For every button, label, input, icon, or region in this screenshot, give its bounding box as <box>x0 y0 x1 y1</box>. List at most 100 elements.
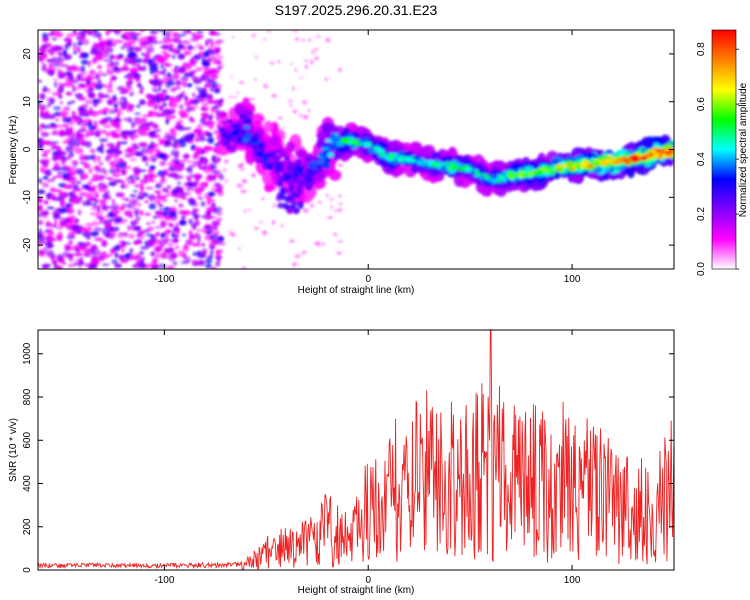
noise-speckle <box>66 207 75 215</box>
x-tick-label: -100 <box>154 575 174 586</box>
ridge-blob <box>624 158 630 165</box>
noise-speckle <box>179 159 188 163</box>
noise-speckle <box>207 191 216 197</box>
noise-speckle <box>89 185 98 190</box>
ridge-blob <box>610 159 616 164</box>
noise-speckle <box>43 263 49 269</box>
noise-speckle <box>158 85 162 91</box>
noise-speckle <box>178 220 187 226</box>
noise-speckle <box>55 175 64 179</box>
noise-speckle <box>70 194 78 200</box>
noise-speckle <box>217 157 221 162</box>
noise-speckle <box>68 198 74 203</box>
noise-speckle <box>68 150 75 158</box>
noise-speckle <box>46 220 51 226</box>
noise-speckle <box>171 190 180 193</box>
noise-speckle <box>253 78 258 81</box>
noise-speckle <box>158 41 163 44</box>
noise-speckle <box>140 264 144 268</box>
noise-speckle <box>46 206 55 210</box>
ridge-blob <box>232 131 240 135</box>
noise-speckle <box>53 93 62 96</box>
noise-speckle <box>217 189 224 197</box>
ridge-blob <box>244 133 252 139</box>
noise-speckle <box>185 239 194 246</box>
noise-speckle <box>289 103 293 108</box>
noise-speckle <box>77 241 84 246</box>
noise-speckle <box>74 147 84 155</box>
noise-speckle <box>272 203 277 209</box>
noise-speckle <box>183 192 192 196</box>
noise-speckle <box>307 37 312 43</box>
noise-speckle <box>173 165 183 172</box>
noise-speckle <box>215 250 222 256</box>
noise-speckle <box>210 86 214 92</box>
noise-speckle <box>126 225 131 231</box>
ridge-blob <box>288 198 295 204</box>
noise-speckle <box>101 240 108 247</box>
noise-speckle <box>160 98 167 103</box>
noise-speckle <box>129 194 137 198</box>
noise-speckle <box>137 129 147 134</box>
noise-speckle <box>220 62 225 68</box>
noise-speckle <box>103 124 112 129</box>
ridge-blob <box>334 136 343 144</box>
noise-speckle <box>299 39 306 42</box>
noise-speckle <box>287 99 294 103</box>
noise-speckle <box>200 201 206 207</box>
noise-speckle <box>125 87 134 91</box>
noise-speckle <box>178 104 184 110</box>
noise-speckle <box>72 145 76 151</box>
y-tick-label: -10 <box>22 190 33 205</box>
noise-speckle <box>327 216 334 219</box>
noise-speckle <box>156 211 164 214</box>
noise-speckle <box>92 30 99 33</box>
noise-speckle <box>167 135 177 141</box>
colorbar-label: Normalized spectral amplitude <box>738 82 749 217</box>
noise-speckle <box>168 108 176 114</box>
ridge-blob <box>218 126 226 131</box>
noise-speckle <box>238 81 245 84</box>
noise-speckle <box>218 102 224 107</box>
noise-speckle <box>85 74 94 81</box>
noise-speckle <box>299 113 303 118</box>
ridge-blob <box>317 160 323 165</box>
noise-speckle <box>184 95 188 101</box>
chart-title: S197.2025.296.20.31.E23 <box>275 2 438 18</box>
noise-speckle <box>338 202 343 206</box>
noise-speckle <box>130 220 139 226</box>
noise-speckle <box>217 242 226 246</box>
noise-speckle <box>163 37 167 42</box>
noise-speckle <box>106 148 116 154</box>
ridge-blob <box>570 162 576 167</box>
noise-speckle <box>196 228 202 232</box>
noise-speckle <box>155 253 160 259</box>
noise-speckle <box>39 123 45 127</box>
noise-speckle <box>97 36 103 41</box>
ridge-blob <box>297 175 304 182</box>
noise-speckle <box>77 41 83 46</box>
noise-speckle <box>88 264 98 269</box>
noise-speckle <box>172 115 176 119</box>
noise-speckle <box>42 163 49 168</box>
noise-speckle <box>101 263 110 267</box>
noise-speckle <box>310 60 314 65</box>
noise-speckle <box>181 233 187 237</box>
noise-speckle <box>189 106 194 110</box>
noise-speckle <box>40 94 45 101</box>
noise-speckle <box>82 231 92 238</box>
noise-speckle-layer <box>38 30 344 269</box>
noise-speckle <box>38 205 43 211</box>
noise-speckle <box>152 215 158 219</box>
ridge-blob <box>253 150 259 154</box>
noise-speckle <box>67 169 72 174</box>
ridge-blob <box>297 169 304 176</box>
noise-speckle <box>199 166 207 170</box>
noise-speckle <box>151 57 156 63</box>
noise-speckle <box>140 184 145 191</box>
noise-speckle <box>146 94 155 98</box>
ridge-blob <box>383 154 389 160</box>
noise-speckle <box>164 140 171 145</box>
colorbar-tick-label: 0.8 <box>696 42 707 56</box>
noise-speckle <box>140 258 144 265</box>
